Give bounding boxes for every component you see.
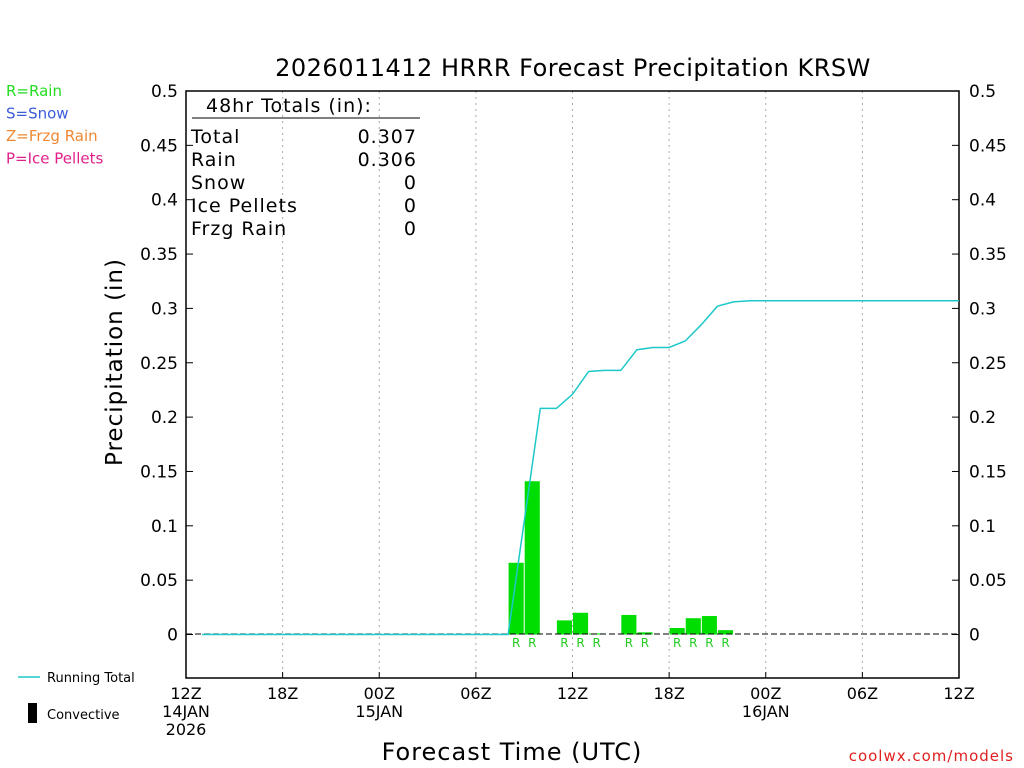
y-tick-label-left: 0.45 — [140, 136, 178, 156]
chart-title: 2026011412 HRRR Forecast Precipitation K… — [275, 54, 871, 82]
precip-bar — [508, 562, 524, 635]
y-tick-label-left: 0.25 — [140, 354, 178, 374]
type-legend-item: Z=Frzg Rain — [6, 127, 98, 145]
y-tick-label-right: 0.1 — [969, 517, 996, 537]
x-axis-label: Forecast Time (UTC) — [382, 738, 643, 766]
y-tick-label-right: 0.05 — [969, 571, 1007, 591]
running-total-legend-label: Running Total — [47, 671, 135, 686]
y-tick-label-left: 0.35 — [140, 245, 178, 265]
x-tick-label: 06Z — [460, 684, 491, 703]
y-tick-label-right: 0.15 — [969, 462, 1007, 482]
x-tick-label: 16JAN — [742, 702, 790, 721]
bars-group — [508, 481, 734, 635]
x-tick-label: 06Z — [847, 684, 878, 703]
precip-bar — [524, 481, 540, 635]
x-tick-label: 12Z — [557, 684, 588, 703]
y-tick-label-left: 0.4 — [151, 191, 178, 211]
totals-row-value: 0.307 — [358, 126, 417, 148]
bar-type-label: R — [721, 636, 729, 650]
x-tick-label: 00Z — [364, 684, 395, 703]
bar-type-label: R — [592, 636, 600, 650]
precip-bar — [621, 614, 637, 635]
precip-bar — [573, 612, 589, 635]
credit-text: coolwx.com/models — [849, 747, 1014, 765]
x-tick-label: 2026 — [166, 720, 207, 739]
y-tick-label-left: 0.5 — [151, 82, 178, 102]
bar-type-label: R — [689, 636, 697, 650]
bar-type-label: R — [560, 636, 568, 650]
y-axis-label: Precipitation (in) — [102, 258, 128, 466]
y-tick-label-right: 0.5 — [969, 82, 996, 102]
totals-row-value: 0 — [404, 218, 417, 240]
y-tick-label-left: 0.15 — [140, 462, 178, 482]
precip-bar — [685, 618, 701, 635]
bar-type-label: R — [673, 636, 681, 650]
x-tick-label: 15JAN — [355, 702, 403, 721]
convective-legend-label: Convective — [47, 708, 120, 723]
convective-legend-swatch — [28, 703, 37, 723]
totals-row-label: Total — [190, 126, 240, 148]
totals-row-label: Ice Pellets — [191, 195, 298, 217]
type-legend-item: S=Snow — [6, 105, 69, 123]
totals-row-label: Snow — [191, 172, 246, 194]
y-tick-label-left: 0 — [167, 626, 178, 646]
precip-bar — [717, 630, 734, 635]
precip-bar — [556, 620, 572, 635]
totals-row-value: 0 — [404, 172, 417, 194]
y-axis-right: 0 0.05 0.1 0.15 0.2 0.25 0.3 0.35 0.4 0.45 0.5 — [952, 82, 1007, 646]
type-legend-item: P=Ice Pellets — [6, 150, 103, 168]
y-tick-label-left: 0.2 — [151, 408, 178, 428]
precip-bar — [669, 627, 685, 635]
x-tick-label: 14JAN — [162, 702, 210, 721]
y-tick-label-right: 0.45 — [969, 136, 1007, 156]
totals-row-label: Frzg Rain — [191, 218, 287, 240]
y-tick-label-right: 0 — [969, 626, 980, 646]
y-tick-label-right: 0.25 — [969, 354, 1007, 374]
bar-type-label: R — [576, 636, 584, 650]
y-tick-label-right: 0.4 — [969, 191, 996, 211]
x-tick-label: 12Z — [170, 684, 201, 703]
y-axis-left: 0 0.05 0.1 0.15 0.2 0.25 0.3 0.35 0.4 0.45 0.5 — [140, 82, 193, 646]
bar-type-label: R — [528, 636, 536, 650]
x-tick-label: 18Z — [653, 684, 684, 703]
bar-type-label: R — [625, 636, 633, 650]
totals-row-value: 0 — [404, 195, 417, 217]
precip-type-legend: R=Rain S=Snow Z=Frzg Rain P=Ice Pellets — [6, 82, 103, 168]
totals-box: 48hr Totals (in): Total 0.307 Rain 0.306 Sno… — [190, 95, 420, 240]
bar-type-label: R — [641, 636, 649, 650]
vertical-gridlines — [282, 91, 863, 678]
bar-type-label: R — [705, 636, 713, 650]
bar-type-label: R — [512, 636, 520, 650]
precip-bar — [701, 616, 717, 635]
x-tick-label: 00Z — [750, 684, 781, 703]
x-tick-label: 18Z — [267, 684, 298, 703]
series-legend: Running Total Convective — [18, 671, 135, 723]
precip-bar — [637, 632, 653, 635]
totals-row-value: 0.306 — [358, 149, 417, 171]
y-tick-label-left: 0.05 — [140, 571, 178, 591]
totals-title: 48hr Totals (in): — [206, 95, 372, 117]
y-tick-label-right: 0.3 — [969, 299, 996, 319]
type-legend-item: R=Rain — [6, 82, 62, 100]
x-tick-label: 12Z — [943, 684, 974, 703]
y-tick-label-right: 0.2 — [969, 408, 996, 428]
totals-row-label: Rain — [191, 149, 237, 171]
y-tick-label-left: 0.1 — [151, 517, 178, 537]
running-total-line — [202, 300, 959, 636]
y-tick-label-left: 0.3 — [151, 299, 178, 319]
y-tick-label-right: 0.35 — [969, 245, 1007, 265]
